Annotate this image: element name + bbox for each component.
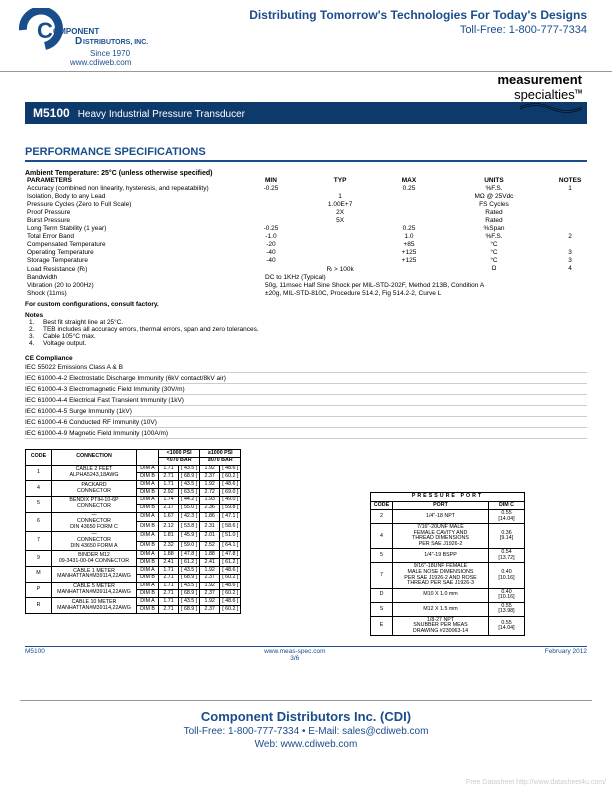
port-row: DM10 X 1.0 mm0.40 [10.16] [371,588,525,602]
note-item: 3.Cable 105°C max. [29,333,587,340]
port-row: 47/16"-20UNF MALE FEMALE CAVITY AND THRE… [371,524,525,549]
th-min: MIN [245,177,297,184]
pf-mid: www.meas-spec.com [264,648,325,655]
cable-row: 7— CONNECTOR DIN 43650 FORM ADIM A1.81[ … [26,531,241,541]
spec-row: Pressure Cycles (Zero to Full Scale)1.00… [25,200,587,208]
cable-row: 1CABLE 2 FEET ALPHA5243,18AWGDIM A1.71[ … [26,465,241,473]
ce-list: IEC 55022 Emissions Class A & BIEC 61000… [25,362,587,439]
ce-item: IEC 61000-4-2 Electrostatic Discharge Im… [25,373,587,384]
th-typ: TYP [297,177,383,184]
pf-page: 3/6 [290,655,299,662]
spec-row: Operating Temperature-40+125°C3 [25,248,587,256]
tagline-tollfree: Toll-Free: 1-800-777-7334 [249,24,587,36]
spec-row: Burst Pressure5XRated [25,216,587,224]
th-max: MAX [383,177,434,184]
svg-text:ISTRIBUTORS, INC.: ISTRIBUTORS, INC. [83,39,148,46]
since-text: Since 1970 [90,49,165,58]
ce-item: IEC 61000-4-9 Magnetic Field Immunity (1… [25,428,587,439]
port-row: 79/16"-18UNF FEMALE MALE NOSE DIMENSIONS… [371,563,525,588]
spec-row: Compensated Temperature-20+85°C [25,240,587,248]
footer-contact: Toll-Free: 1-800-777-7334 • E-Mail: sale… [20,726,592,737]
watermark: Free Datasheet http://www.datasheet4u.co… [466,779,606,786]
spec-row: Proof Pressure2XRated [25,208,587,216]
ce-item: IEC 55022 Emissions Class A & B [25,362,587,373]
ce-item: IEC 61000-4-3 Electromagnetic Field Immu… [25,384,587,395]
tagline: Distributing Tomorrow's Technologies For… [249,8,587,36]
spec-row: Long Term Stability (1 year)-0.250.25%Sp… [25,224,587,232]
spec-row: Storage Temperature-40+125°C3 [25,256,587,264]
ce-item: IEC 61000-4-6 Conducted RF Immunity (10V… [25,417,587,428]
custom-config-note: For custom configurations, consult facto… [25,301,587,308]
ce-header: CE Compliance [25,355,587,362]
notes-header: Notes [25,312,587,319]
th-param: PARAMETERS [25,177,245,184]
spec-row: Vibration (20 to 200Hz)50g, 11msec Half … [25,281,587,289]
measurement-logo: measurementspecialtiesTM [497,72,582,116]
cdi-logo: C OMPONENT D ISTRIBUTORS, INC. [15,8,165,53]
product-code: M5100 [33,106,70,120]
port-row: 21/4"-18 NPT0.55 [14.04] [371,510,525,524]
cable-row: MCABLE 1 METER MANHATTAN#M39114,22AWGDIM… [26,567,241,575]
tagline-main: Distributing Tomorrow's Technologies For… [249,8,587,22]
port-row: SM12 X 1.5 mm0.55 [13.98] [371,602,525,616]
port-row: 51/4"-19 BSPP0.54 [13.72] [371,549,525,563]
ce-item: IEC 61000-4-5 Surge Immunity (1kV) [25,406,587,417]
cable-row: 4PACKARD CONNECTORDIM A1.71[ 43.5 ]1.92[… [26,481,241,489]
port-table: PRESSURE PORTCODEPORTDIM C21/4"-18 NPT0.… [370,492,525,636]
cable-table: CODECONNECTION<1000 PSI≥1000 PSI<070 BAR… [25,449,241,614]
logo-area: C OMPONENT D ISTRIBUTORS, INC. Since 197… [15,8,165,67]
spec-table: PARAMETERS MIN TYP MAX UNITS NOTES Accur… [25,177,587,297]
svg-text:D: D [75,36,82,47]
cable-row: 9BINDER M12 09-3431-00-04 CONNECTORDIM A… [26,551,241,559]
spec-row: Accuracy (combined non linearity, hyster… [25,184,587,192]
header-web[interactable]: www.cdiweb.com [70,58,165,67]
footer-web[interactable]: Web: www.cdiweb.com [20,739,592,750]
swoosh-icon [520,100,582,114]
footer-name: Component Distributors Inc. (CDI) [20,709,592,724]
ce-item: IEC 61000-4-4 Electrical Fast Transient … [25,395,587,406]
cable-row: PCABLE 5 METER MANHATTAN#M39114,22AWGDIM… [26,582,241,590]
ambient-temp: Ambient Temperature: 25°C (unless otherw… [25,170,587,177]
spec-row: Total Error Band-1.01.0%F.S.2 [25,232,587,240]
spec-row: Isolation, Body to any Lead1MΩ @ 25Vdc [25,192,587,200]
note-item: 1.Best fit straight line at 25°C. [29,319,587,326]
cable-row: 5BENDIX PTIH-10-6P CONNECTORDIM A1.74[ 4… [26,496,241,504]
meas-m: measurement [497,72,582,87]
cable-row: 6— CONNECTOR DIN 43650 FORM CDIM A1.67[ … [26,512,241,522]
note-item: 4.Voltage output. [29,340,587,347]
footer: Component Distributors Inc. (CDI) Toll-F… [20,700,592,750]
pf-left: M5100 [25,648,45,662]
port-row: E1/8-27 NPT SNUBBER PER MEAS DRAWING #23… [371,616,525,636]
spec-row: Load Resistance (Rₗ)Rₗ > 100kΩ4 [25,264,587,273]
pf-right: February 2012 [545,648,587,662]
th-units: UNITS [435,177,553,184]
th-notes: NOTES [553,177,587,184]
cable-row: RCABLE 10 METER MANHATTAN#M39114,22AWGDI… [26,598,241,606]
notes-list: 1.Best fit straight line at 25°C.2.TEB i… [29,319,587,347]
svg-text:OMPONENT: OMPONENT [53,27,99,36]
spec-row: BandwidthDC to 1KHz (Typical) [25,273,587,281]
note-item: 2.TEB includes all accuracy errors, ther… [29,326,587,333]
page-header: C OMPONENT D ISTRIBUTORS, INC. Since 197… [0,0,612,72]
product-desc: Heavy Industrial Pressure Transducer [78,109,245,120]
spec-row: Shock (11ms)±20g, MIL-STD-810C, Procedur… [25,289,587,297]
svg-text:C: C [37,18,53,43]
page-footer-line: M5100 www.meas-spec.com3/6 February 2012 [25,646,587,662]
section-performance: PERFORMANCE SPECIFICATIONS [25,146,587,162]
meas-tm: TM [575,90,582,96]
